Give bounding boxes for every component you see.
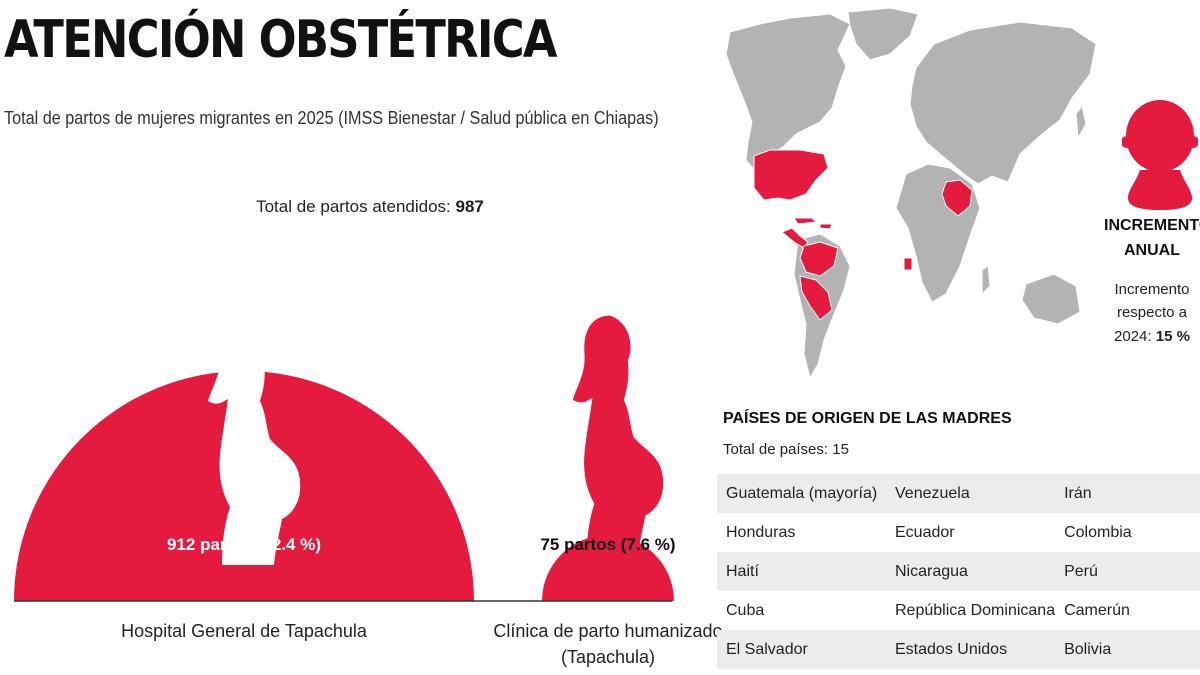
category-label-line: Clínica de parto humanizado	[493, 621, 723, 641]
increment-text-line1: Incremento	[1114, 281, 1190, 298]
page-subtitle: Total de partos de mujeres migrantes en …	[4, 108, 659, 128]
baby-icon	[1122, 100, 1198, 210]
page-title: ATENCIÓN OBSTÉTRICA	[4, 10, 558, 70]
table-row: Honduras Ecuador Colombia	[717, 513, 1200, 552]
country-cell: Colombia	[1064, 523, 1132, 541]
table-row: Guatemala (mayoría) Venezuela Irán	[717, 474, 1200, 513]
map-cameroon	[903, 257, 913, 271]
map-cuba	[793, 217, 818, 225]
table-row: Cuba República Dominicana Camerún	[717, 591, 1200, 630]
map-japan	[1075, 104, 1087, 140]
data-label-0: 912 partos (92.4 %)	[167, 535, 321, 554]
table-row: El Salvador Estados Unidos Bolivia	[717, 630, 1200, 669]
pregnant-woman-icon	[572, 315, 664, 561]
total-births: Total de partos atendidos: 987	[160, 197, 580, 217]
country-cell: Bolivia	[1055, 630, 1200, 669]
map-haiti-dr	[819, 223, 833, 230]
country-cell: Guatemala (mayoría)	[717, 474, 886, 513]
country-cell: El Salvador	[717, 630, 886, 669]
category-label-line: (Tapachula)	[560, 647, 656, 668]
increment-text: Incremento respecto a 2024: 15 %	[1104, 278, 1200, 348]
country-cell: Irán	[1055, 474, 1200, 513]
country-cell: Venezuela	[886, 474, 1056, 513]
total-births-label: Total de partos atendidos:	[256, 197, 451, 216]
data-label-1: 75 partos (7.6 %)	[540, 535, 675, 554]
world-map	[725, 7, 1097, 380]
increment-title-line2: ANUAL	[1124, 241, 1180, 259]
map-eurasia	[909, 21, 1097, 185]
map-highlights	[753, 149, 973, 321]
total-births-value: 987	[455, 197, 484, 216]
map-greenland	[847, 7, 919, 61]
increment-value: 15 %	[1155, 327, 1190, 345]
country-cell: Ecuador	[895, 523, 955, 541]
map-central-america	[781, 227, 809, 249]
country-cell: Nicaragua	[886, 552, 1056, 591]
increment-text-line3: 2024: 15 %	[1104, 325, 1200, 348]
map-peru-bolivia	[799, 275, 833, 321]
map-africa	[895, 163, 981, 303]
countries-total: Total de países: 15	[723, 441, 849, 458]
increment-title: INCREMENTO ANUAL	[1104, 214, 1200, 264]
table-row: Haití Nicaragua Perú	[717, 552, 1200, 591]
countries-table: Guatemala (mayoría) Venezuela Irán Hondu…	[717, 474, 1200, 669]
map-iran	[941, 179, 973, 217]
map-madagascar	[981, 265, 991, 296]
map-usa	[753, 149, 829, 201]
category-label-1: Clínica de parto humanizado (Tapachula)	[448, 618, 768, 670]
category-label-line: Hospital General de Tapachula	[121, 621, 367, 641]
country-cell: Camerún	[1064, 601, 1130, 619]
country-cell: Honduras	[726, 523, 796, 541]
country-cell: Cuba	[726, 601, 765, 619]
map-north-america	[725, 13, 851, 173]
map-australia	[1021, 273, 1081, 325]
births-chart: 912 partos (92.4 %) 75 partos (7.6 %)	[14, 315, 676, 602]
country-cell: Estados Unidos	[886, 630, 1056, 669]
country-cell: República Dominicana	[895, 601, 1056, 619]
country-cell: Haití	[717, 552, 886, 591]
bar-semicircle-1	[542, 535, 674, 601]
countries-title: PAÍSES DE ORIGEN DE LAS MADRES	[723, 410, 1012, 427]
country-cell: Perú	[1055, 552, 1200, 591]
category-label-0: Hospital General de Tapachula	[84, 618, 404, 644]
increment-title-line1: INCREMENTO	[1104, 217, 1200, 234]
increment-year-label: 2024:	[1114, 327, 1152, 345]
map-venezuela-colombia-ecuador	[799, 241, 839, 277]
increment-text-line2: respecto a	[1116, 304, 1188, 322]
